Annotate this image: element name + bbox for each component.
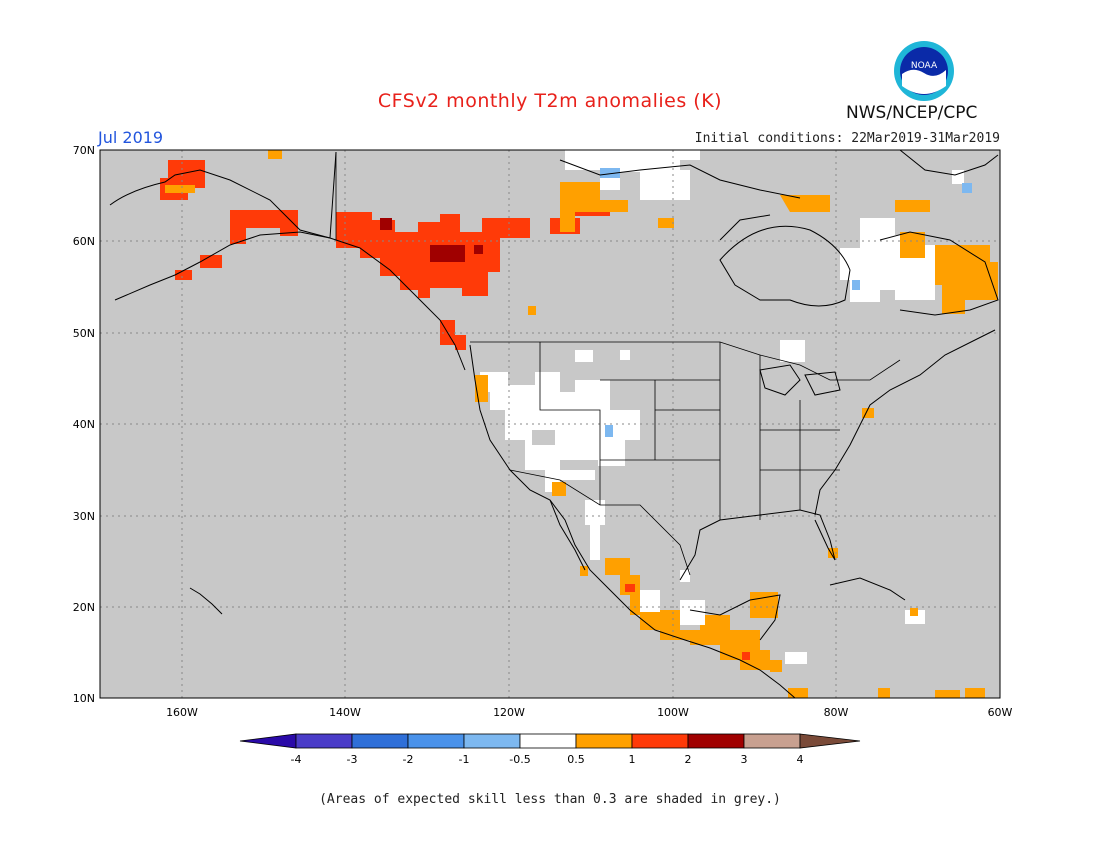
colorbar-label: -1 <box>459 753 470 766</box>
agency-label: NWS/NCEP/CPC <box>846 103 978 123</box>
lon-label: 100W <box>657 706 689 719</box>
lat-label: 40N <box>73 418 95 431</box>
lon-label: 140W <box>329 706 361 719</box>
map-frame <box>99 149 1001 699</box>
colorbar-label: -2 <box>403 753 414 766</box>
colorbar-segment <box>575 733 633 749</box>
noaa-logo-text: NOAA <box>911 61 938 71</box>
colorbar-label: 1 <box>629 753 636 766</box>
colorbar-segment <box>295 733 353 749</box>
borders <box>335 152 901 576</box>
colorbar-label: -0.5 <box>509 753 530 766</box>
colorbar-cap-low <box>239 733 297 749</box>
colorbar-segment <box>743 733 801 749</box>
noaa-logo: NOAA <box>893 40 955 106</box>
chart-title: CFSv2 monthly T2m anomalies (K) <box>377 90 723 112</box>
lat-label: 20N <box>73 601 95 614</box>
forecast-month-label: Jul 2019 <box>98 128 164 147</box>
lon-labels: 160W 140W 120W 100W 80W 60W <box>166 706 1012 719</box>
lat-label: 50N <box>73 327 95 340</box>
lat-labels: 70N 60N 50N 40N 30N 20N 10N <box>73 144 95 705</box>
colorbar-segment <box>463 733 521 749</box>
colorbar-label: 2 <box>685 753 692 766</box>
lat-label: 60N <box>73 235 95 248</box>
colorbar-label: -4 <box>291 753 302 766</box>
gridlines <box>100 150 1000 698</box>
colorbar-label: 4 <box>797 753 804 766</box>
colorbar-labels: -4 -3 -2 -1 -0.5 0.5 1 2 3 4 <box>291 753 804 766</box>
lon-label: 80W <box>824 706 849 719</box>
coastlines <box>109 149 999 699</box>
colorbar-segment <box>351 733 409 749</box>
initial-conditions-label: Initial conditions: 22Mar2019-31Mar2019 <box>694 131 1000 146</box>
colorbar-segment <box>519 733 577 749</box>
lat-label: 10N <box>73 692 95 705</box>
lon-label: 60W <box>988 706 1013 719</box>
colorbar-segment <box>631 733 689 749</box>
colorbar-label: -3 <box>347 753 358 766</box>
skill-note: (Areas of expected skill less than 0.3 a… <box>319 792 781 807</box>
colorbar-label: 3 <box>741 753 748 766</box>
lon-label: 120W <box>493 706 525 719</box>
lon-label: 160W <box>166 706 198 719</box>
colorbar-label: 0.5 <box>567 753 585 766</box>
colorbar <box>239 733 861 749</box>
lat-label: 70N <box>73 144 95 157</box>
colorbar-cap-high <box>799 733 861 749</box>
colorbar-segment <box>407 733 465 749</box>
colorbar-segment <box>687 733 745 749</box>
lat-label: 30N <box>73 510 95 523</box>
